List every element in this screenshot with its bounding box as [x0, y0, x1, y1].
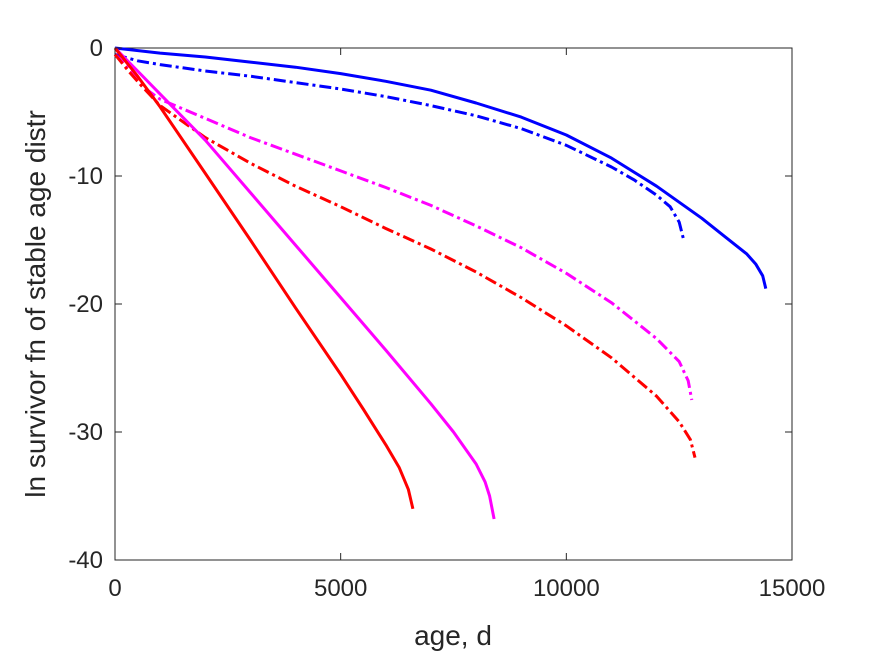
series-line-5 [113, 46, 496, 520]
x-tick-label: 0 [108, 575, 121, 602]
y-tick-label: -40 [68, 547, 103, 574]
x-tick-label: 5000 [314, 575, 367, 602]
y-tick-label: -10 [68, 163, 103, 190]
y-axis-title: ln survivor fn of stable age distr [20, 110, 51, 498]
y-tick-label: -30 [68, 419, 103, 446]
x-tick-label: 10000 [533, 575, 600, 602]
y-tick-label: 0 [90, 35, 103, 62]
series-layer [113, 46, 768, 520]
plot-area [114, 47, 793, 561]
series-line-3 [113, 53, 694, 401]
x-tick-label: 15000 [759, 575, 826, 602]
x-axis-title: age, d [414, 620, 492, 651]
series-line-1 [114, 46, 768, 289]
series-line-6 [113, 47, 415, 510]
y-tick-label: -20 [68, 291, 103, 318]
tick-layer: 0 5000 10000 15000 0 -10 -20 -30 -40 [68, 35, 825, 602]
